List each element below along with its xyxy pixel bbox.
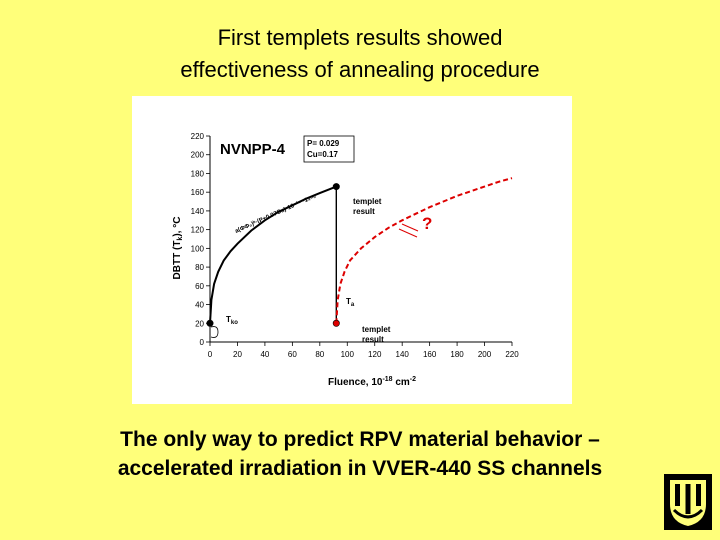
x-tick-label: 140 <box>396 350 410 359</box>
templet-upper-line1: templet <box>353 197 382 206</box>
data-point-1 <box>332 183 340 191</box>
y-tick-label: 80 <box>195 263 204 272</box>
y-axis-label-end: ), °C <box>172 217 183 237</box>
question-mark: ? <box>422 214 432 233</box>
templet-lower-line2: result <box>362 335 384 344</box>
x-tick-label: 180 <box>450 350 464 359</box>
series-layer <box>209 177 513 324</box>
slide-caption-line2: accelerated irradiation in VVER-440 SS c… <box>117 457 603 480</box>
legend-box: P= 0.029 Cu=0.17 <box>303 135 355 163</box>
y-tick-label: 20 <box>195 319 204 328</box>
x-axis-label-main: Fluence, 10 <box>328 377 383 388</box>
x-axis-label-unit: cm <box>393 377 410 388</box>
chart-title: NVNPP-4 <box>220 141 286 158</box>
y-tick-label: 140 <box>191 207 205 216</box>
x-tick-label: 40 <box>260 350 269 359</box>
y-tick-label: 60 <box>195 282 204 291</box>
x-axis-label: Fluence, 10-18 cm-2 <box>328 376 416 388</box>
y-tick-label: 220 <box>191 132 205 141</box>
legend-line-cu: Cu=0.17 <box>307 150 338 159</box>
data-point-2 <box>332 319 340 327</box>
slide-title-line1: First templets results showed <box>217 25 503 50</box>
data-point-3 <box>206 319 214 327</box>
ta-label-main: T <box>346 297 351 306</box>
x-tick-label: 220 <box>505 350 519 359</box>
question-pointer <box>398 228 418 238</box>
tko-pointer <box>210 326 219 338</box>
plot-frame <box>209 136 512 343</box>
chart-figure: 0 20 40 60 80 100 120 140 160 180 200 220 0 20 40 60 80 1… <box>132 96 572 404</box>
formula-annotation: a(ΦΦ₀)ᵇ·(P+0.07Cu)·10⁻¹⁸ ·1₄₋₀ <box>234 193 317 235</box>
y-tick-label: 160 <box>191 188 205 197</box>
y-tick-label: 100 <box>191 244 205 253</box>
y-axis-label-main: DBTT (T <box>172 241 183 280</box>
slide-title: First templets results showed effectiven… <box>0 22 720 86</box>
x-tick-label: 160 <box>423 350 437 359</box>
series-line-1 <box>209 185 337 324</box>
series-line-3 <box>335 177 513 324</box>
dbtt-fluence-chart: 0 20 40 60 80 100 120 140 160 180 200 220 0 20 40 60 80 1… <box>172 132 520 388</box>
axis-ticks: 0 20 40 60 80 100 120 140 160 180 200 220 0 20 40 60 80 1… <box>191 132 520 359</box>
tko-label-main: T <box>226 315 231 324</box>
y-axis-label: DBTT (Tk), °C <box>172 217 184 280</box>
legend-box-frame <box>303 135 355 163</box>
tko-label: Tko <box>226 315 238 326</box>
x-tick-label: 100 <box>341 350 355 359</box>
points-layer <box>206 183 340 327</box>
x-tick-label: 20 <box>233 350 242 359</box>
y-tick-label: 180 <box>191 169 205 178</box>
x-tick-label: 200 <box>478 350 492 359</box>
y-tick-label: 200 <box>191 151 205 160</box>
question-pointer-2 <box>401 223 419 232</box>
slide-title-line2: effectiveness of annealing procedure <box>180 57 540 82</box>
x-tick-label: 80 <box>315 350 324 359</box>
x-axis-label-unit-exp: -2 <box>410 376 416 383</box>
tko-label-sub: ko <box>231 320 238 326</box>
templet-lower-line1: templet <box>362 325 391 334</box>
y-axis-label-sub: k <box>177 237 184 241</box>
y-tick-label: 40 <box>195 301 204 310</box>
institute-logo-icon <box>664 474 712 530</box>
x-axis-label-exp: -18 <box>382 376 392 383</box>
templet-upper-line2: result <box>353 207 375 216</box>
x-tick-label: 0 <box>208 350 213 359</box>
slide-caption-line1: The only way to predict RPV material beh… <box>120 428 600 451</box>
x-tick-label: 120 <box>368 350 382 359</box>
y-tick-label: 120 <box>191 226 205 235</box>
slide-caption: The only way to predict RPV material beh… <box>0 425 720 483</box>
y-tick-label: 0 <box>200 338 205 347</box>
ta-label: Ta <box>346 297 355 308</box>
legend-line-p: P= 0.029 <box>307 139 340 148</box>
x-tick-label: 60 <box>288 350 297 359</box>
ta-label-sub: a <box>351 302 355 308</box>
